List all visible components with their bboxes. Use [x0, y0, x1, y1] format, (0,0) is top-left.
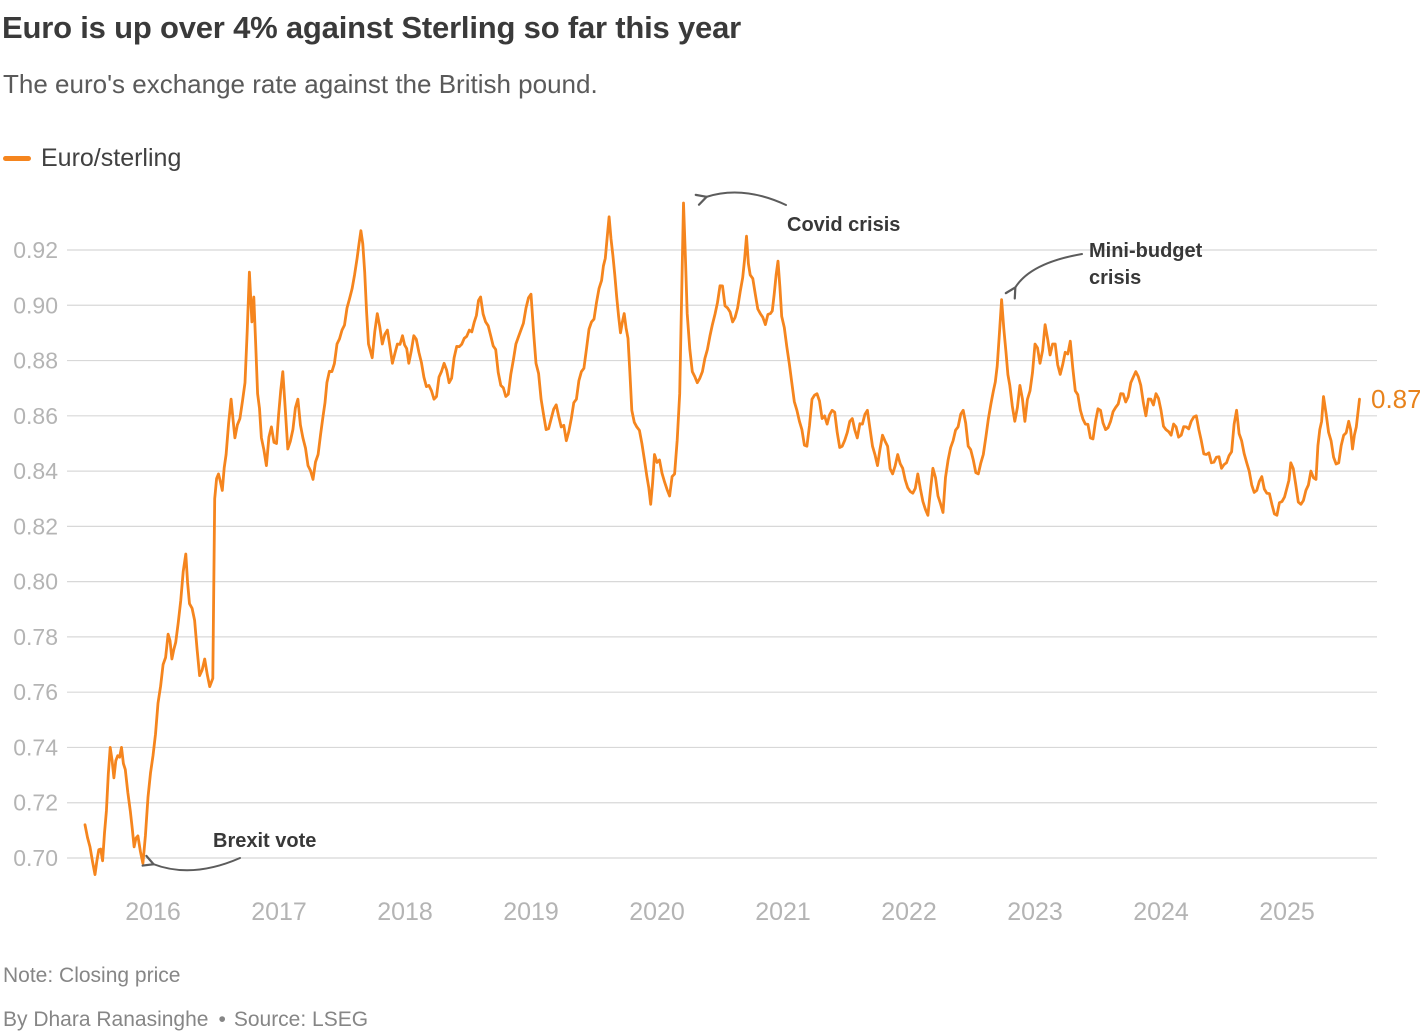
- chart-title: Euro is up over 4% against Sterling so f…: [2, 10, 741, 45]
- y-axis-tick-label: 0.82: [13, 513, 58, 539]
- y-axis-tick-label: 0.90: [13, 292, 58, 318]
- x-axis-tick-label: 2024: [1133, 898, 1189, 926]
- legend: Euro/sterling: [3, 144, 181, 172]
- chart-byline: By Dhara Ranasinghe • Source: LSEG: [3, 1008, 368, 1032]
- y-axis-tick-label: 0.92: [13, 237, 58, 263]
- y-axis-tick-label: 0.72: [13, 790, 58, 816]
- annotation-label-covid: Covid crisis: [787, 214, 900, 236]
- annotation-label-mini_budget: Mini-budget: [1089, 240, 1203, 262]
- y-axis-tick-label: 0.74: [13, 734, 58, 760]
- y-axis-tick-label: 0.86: [13, 403, 58, 429]
- y-axis-tick-label: 0.76: [13, 679, 58, 705]
- euro-sterling-line: [83, 201, 1361, 876]
- x-axis-tick-label: 2018: [377, 898, 433, 926]
- y-axis-tick-label: 0.78: [13, 624, 58, 650]
- annotation-arrow-brexit: [153, 858, 241, 872]
- x-axis-tick-label: 2021: [755, 898, 811, 926]
- y-axis-tick-label: 0.70: [13, 845, 58, 871]
- chart-subtitle: The euro's exchange rate against the Bri…: [3, 69, 598, 99]
- y-axis-tick-label: 0.80: [13, 569, 58, 595]
- x-axis-tick-label: 2022: [881, 898, 937, 926]
- byline-source: Source: LSEG: [233, 1008, 369, 1031]
- y-axis-tick-label: 0.84: [13, 458, 58, 484]
- legend-label: Euro/sterling: [41, 143, 182, 172]
- x-axis-tick-label: 2019: [503, 898, 559, 926]
- annotation-label-brexit: Brexit vote: [213, 830, 316, 852]
- annotation-arrow-mini_budget: [1015, 253, 1083, 288]
- byline-author: By Dhara Ranasinghe: [3, 1008, 209, 1031]
- annotation-label-mini_budget: crisis: [1089, 267, 1141, 289]
- annotation-arrow-covid: [706, 191, 787, 206]
- last-value-label: 0.87: [1371, 384, 1420, 414]
- x-axis-tick-label: 2017: [251, 898, 307, 926]
- x-axis-tick-label: 2023: [1007, 898, 1063, 926]
- legend-line-swatch: [3, 155, 31, 161]
- x-axis-tick-label: 2016: [125, 898, 181, 926]
- x-axis-tick-label: 2020: [629, 898, 685, 926]
- x-axis-tick-label: 2025: [1259, 898, 1315, 926]
- y-axis-tick-label: 0.88: [13, 348, 58, 374]
- chart-note: Note: Closing price: [3, 964, 181, 987]
- byline-separator: •: [218, 1008, 226, 1031]
